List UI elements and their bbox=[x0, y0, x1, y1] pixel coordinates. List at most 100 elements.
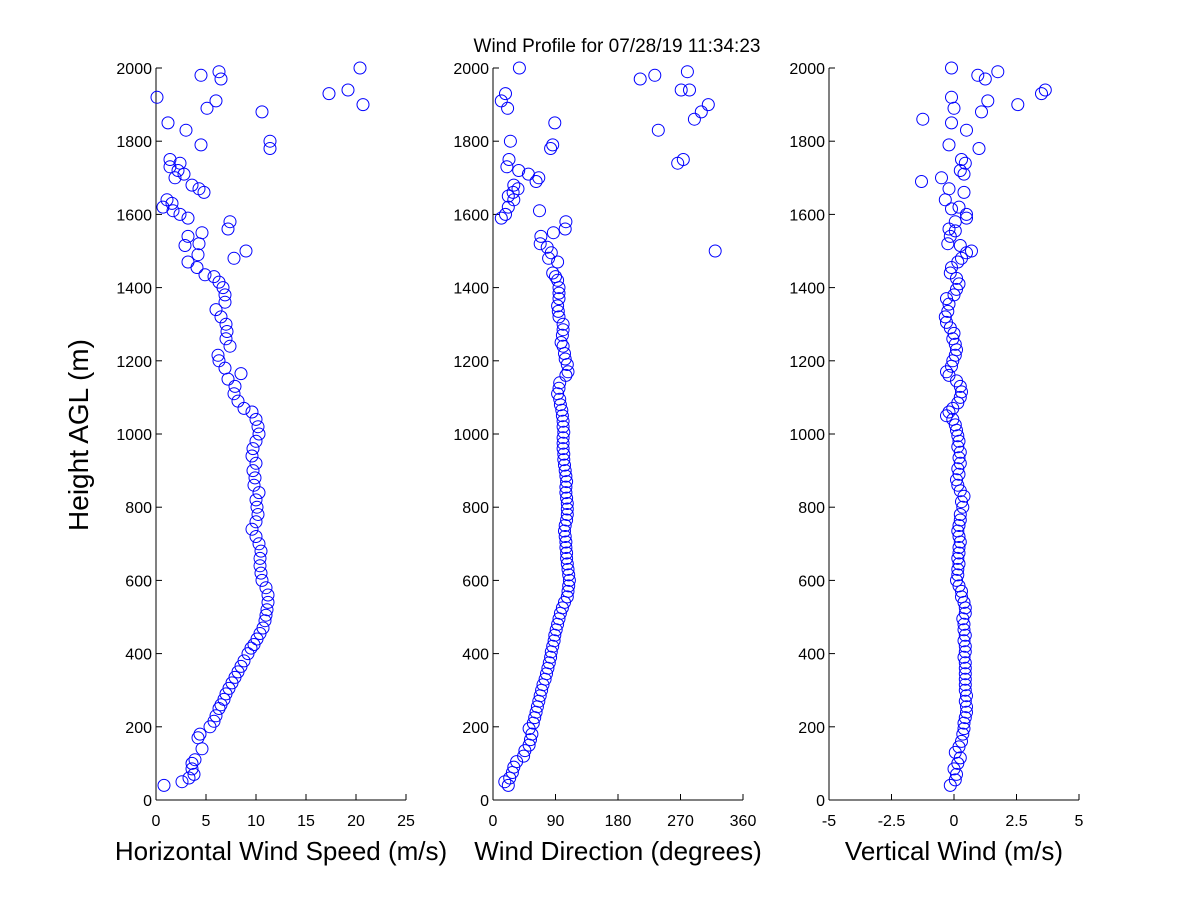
data-point bbox=[952, 740, 966, 754]
data-point bbox=[175, 775, 189, 789]
y-tick-label: 2000 bbox=[789, 61, 825, 78]
data-point bbox=[952, 530, 966, 543]
data-point bbox=[259, 581, 273, 595]
data-point bbox=[223, 215, 237, 229]
x-tick-label: 0 bbox=[489, 813, 498, 830]
data-point bbox=[558, 519, 572, 532]
data-point bbox=[562, 573, 576, 587]
data-point bbox=[955, 385, 968, 399]
data-point bbox=[173, 207, 187, 221]
data-point bbox=[245, 405, 259, 419]
x-tick-label: 5 bbox=[202, 813, 211, 830]
data-point bbox=[252, 486, 266, 500]
data-point bbox=[955, 584, 968, 598]
data-point bbox=[952, 467, 966, 481]
data-point bbox=[560, 557, 574, 571]
data-point bbox=[556, 339, 570, 353]
data-point bbox=[556, 317, 570, 331]
data-point bbox=[558, 524, 571, 538]
data-point bbox=[207, 714, 221, 728]
data-point bbox=[249, 493, 263, 507]
y-tick-label: 0 bbox=[143, 793, 152, 810]
chart-title: Wind Profile for 07/28/19 11:34:23 bbox=[474, 36, 761, 57]
data-point bbox=[556, 414, 570, 428]
data-point bbox=[956, 727, 970, 741]
y-tick-label: 800 bbox=[462, 500, 489, 517]
data-point bbox=[676, 153, 690, 166]
y-tick-label: 1000 bbox=[116, 427, 152, 444]
data-point bbox=[957, 167, 971, 181]
data-point bbox=[562, 568, 576, 582]
y-tick-label: 1400 bbox=[453, 281, 489, 298]
data-point bbox=[192, 182, 206, 196]
x-axis-label: Vertical Wind (m/s) bbox=[845, 836, 1063, 866]
data-point bbox=[958, 672, 972, 686]
data-point bbox=[546, 266, 560, 280]
data-point bbox=[234, 367, 248, 381]
data-point bbox=[166, 204, 180, 218]
data-point bbox=[1038, 83, 1052, 97]
data-point bbox=[512, 164, 526, 177]
data-point bbox=[958, 645, 972, 659]
data-point bbox=[958, 711, 972, 725]
data-point bbox=[955, 734, 968, 748]
data-point bbox=[209, 303, 223, 317]
data-point bbox=[952, 541, 966, 554]
data-point bbox=[559, 215, 573, 229]
data-point bbox=[957, 617, 971, 631]
data-point bbox=[549, 270, 562, 284]
data-point bbox=[948, 224, 962, 238]
data-point bbox=[494, 94, 508, 108]
data-point bbox=[253, 551, 267, 565]
data-point bbox=[972, 142, 986, 155]
data-point bbox=[517, 749, 531, 763]
data-point bbox=[214, 72, 228, 86]
data-point bbox=[561, 365, 575, 379]
x-tick-label: 5 bbox=[1075, 813, 1084, 830]
data-point bbox=[181, 255, 195, 269]
data-point bbox=[185, 762, 199, 776]
data-point bbox=[556, 442, 570, 456]
data-point bbox=[501, 189, 515, 203]
data-point bbox=[533, 237, 547, 251]
data-point bbox=[674, 83, 688, 97]
data-point bbox=[552, 286, 566, 300]
data-point bbox=[951, 462, 965, 476]
data-point bbox=[942, 405, 956, 419]
y-tick-label: 0 bbox=[480, 793, 489, 810]
data-point bbox=[981, 94, 995, 108]
data-point bbox=[552, 310, 566, 324]
data-point bbox=[546, 138, 560, 152]
data-point bbox=[194, 68, 208, 82]
x-tick-label: 2.5 bbox=[1005, 813, 1027, 830]
data-point bbox=[244, 641, 258, 655]
data-point bbox=[957, 650, 971, 664]
data-point bbox=[951, 551, 965, 565]
data-point bbox=[551, 255, 565, 269]
data-point bbox=[951, 440, 965, 454]
data-point bbox=[558, 464, 572, 478]
data-point bbox=[958, 156, 972, 170]
data-point bbox=[558, 530, 572, 543]
data-point bbox=[209, 709, 223, 723]
x-axis-label: Horizontal Wind Speed (m/s) bbox=[115, 836, 447, 866]
data-point bbox=[552, 292, 566, 306]
data-point bbox=[555, 403, 569, 417]
data-point bbox=[188, 753, 202, 767]
data-point bbox=[245, 449, 259, 463]
x-axis-label: Wind Direction (degrees) bbox=[474, 836, 762, 866]
data-point bbox=[941, 304, 955, 318]
x-tick-label: 20 bbox=[347, 813, 365, 830]
data-point bbox=[562, 579, 576, 593]
data-point bbox=[958, 639, 972, 653]
data-point bbox=[952, 579, 966, 593]
data-point bbox=[953, 508, 967, 521]
data-point bbox=[185, 756, 199, 770]
data-point bbox=[254, 566, 268, 580]
data-point bbox=[256, 621, 270, 635]
data-point bbox=[683, 83, 696, 97]
data-point bbox=[960, 689, 973, 703]
data-point bbox=[551, 299, 565, 313]
data-point bbox=[353, 61, 367, 75]
data-point bbox=[947, 288, 961, 302]
